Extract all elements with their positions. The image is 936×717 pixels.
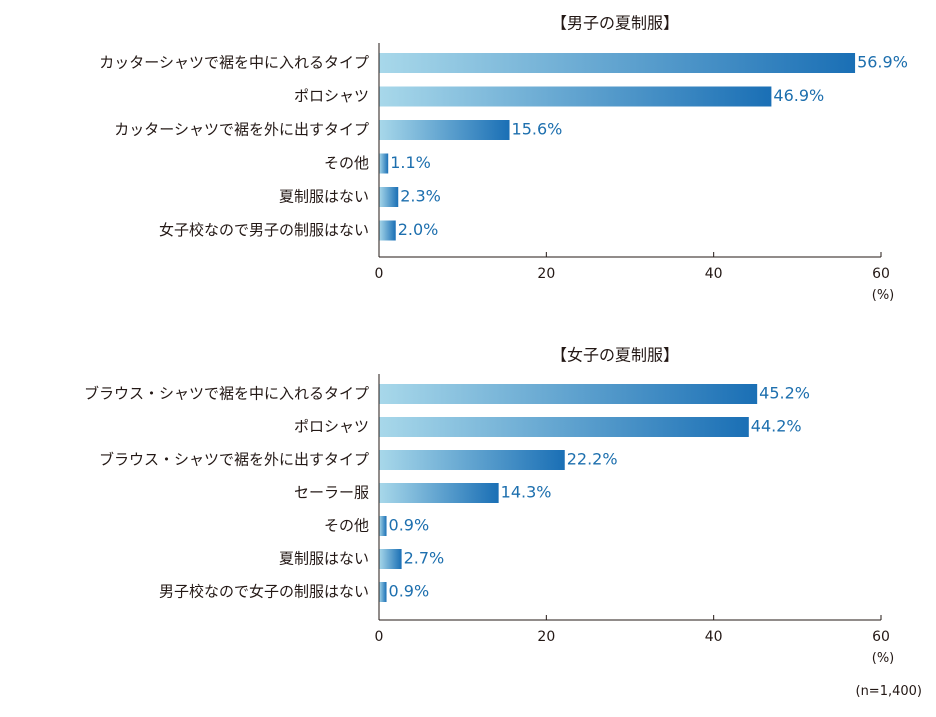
data-label: 45.2% — [759, 384, 810, 403]
category-label: カッターシャツで裾を中に入れるタイプ — [99, 54, 369, 72]
category-label: 女子校なので男子の制服はない — [159, 221, 369, 239]
bar — [379, 384, 758, 404]
x-axis-unit: (%) — [872, 651, 895, 666]
data-label: 0.9% — [389, 516, 430, 535]
bar — [379, 153, 389, 174]
data-label: 2.0% — [398, 220, 439, 239]
bar — [379, 220, 396, 241]
data-label: 2.7% — [404, 549, 445, 568]
data-label: 15.6% — [512, 120, 563, 139]
data-label: 44.2% — [751, 417, 802, 436]
data-label: 56.9% — [857, 53, 908, 72]
bar — [379, 549, 402, 569]
x-tick-label: 60 — [872, 266, 890, 282]
bar — [379, 120, 510, 140]
data-label: 0.9% — [389, 582, 430, 601]
category-label: 夏制服はない — [279, 188, 369, 206]
data-label: 14.3% — [501, 483, 552, 502]
category-label: 男子校なので女子の制服はない — [159, 583, 369, 601]
x-tick-label: 20 — [537, 266, 555, 282]
x-tick-label: 60 — [872, 629, 890, 645]
bar — [379, 187, 399, 207]
x-axis-unit: (%) — [872, 288, 895, 303]
bar — [379, 53, 856, 73]
category-label: ポロシャツ — [294, 87, 369, 105]
category-label: カッターシャツで裾を外に出すタイプ — [114, 121, 369, 139]
category-label: ブラウス・シャツで裾を外に出すタイプ — [99, 451, 369, 469]
bar — [379, 582, 387, 602]
bar — [379, 86, 772, 107]
male-summer-uniform-chart: 【男子の夏制服】カッターシャツで裾を中に入れるタイプ 56.9% ポロシャツ 46.9… — [99, 14, 908, 304]
category-label: セーラー服 — [294, 484, 369, 502]
data-label: 2.3% — [400, 187, 441, 206]
category-label: ポロシャツ — [294, 418, 369, 436]
x-tick-label: 0 — [375, 629, 384, 645]
category-label: その他 — [324, 154, 369, 172]
bar — [379, 516, 387, 536]
bar — [379, 483, 499, 503]
category-label: その他 — [324, 517, 369, 535]
category-label: ブラウス・シャツで裾を中に入れるタイプ — [84, 385, 369, 403]
data-label: 46.9% — [773, 86, 824, 105]
sample-size-note: (n=1,400) — [855, 684, 923, 699]
category-label: 夏制服はない — [279, 550, 369, 568]
x-tick-label: 0 — [375, 266, 384, 282]
x-tick-label: 40 — [705, 629, 723, 645]
chart-title: 【男子の夏制服】 — [551, 14, 679, 33]
bar — [379, 417, 749, 437]
data-label: 1.1% — [390, 153, 431, 172]
chart-title: 【女子の夏制服】 — [551, 346, 679, 365]
female-summer-uniform-chart: 【女子の夏制服】ブラウス・シャツで裾を中に入れるタイプ 45.2% ポロシャツ 44.… — [84, 346, 894, 667]
data-label: 22.2% — [567, 450, 618, 469]
x-tick-label: 20 — [537, 629, 555, 645]
x-tick-label: 40 — [705, 266, 723, 282]
bar — [379, 450, 565, 470]
